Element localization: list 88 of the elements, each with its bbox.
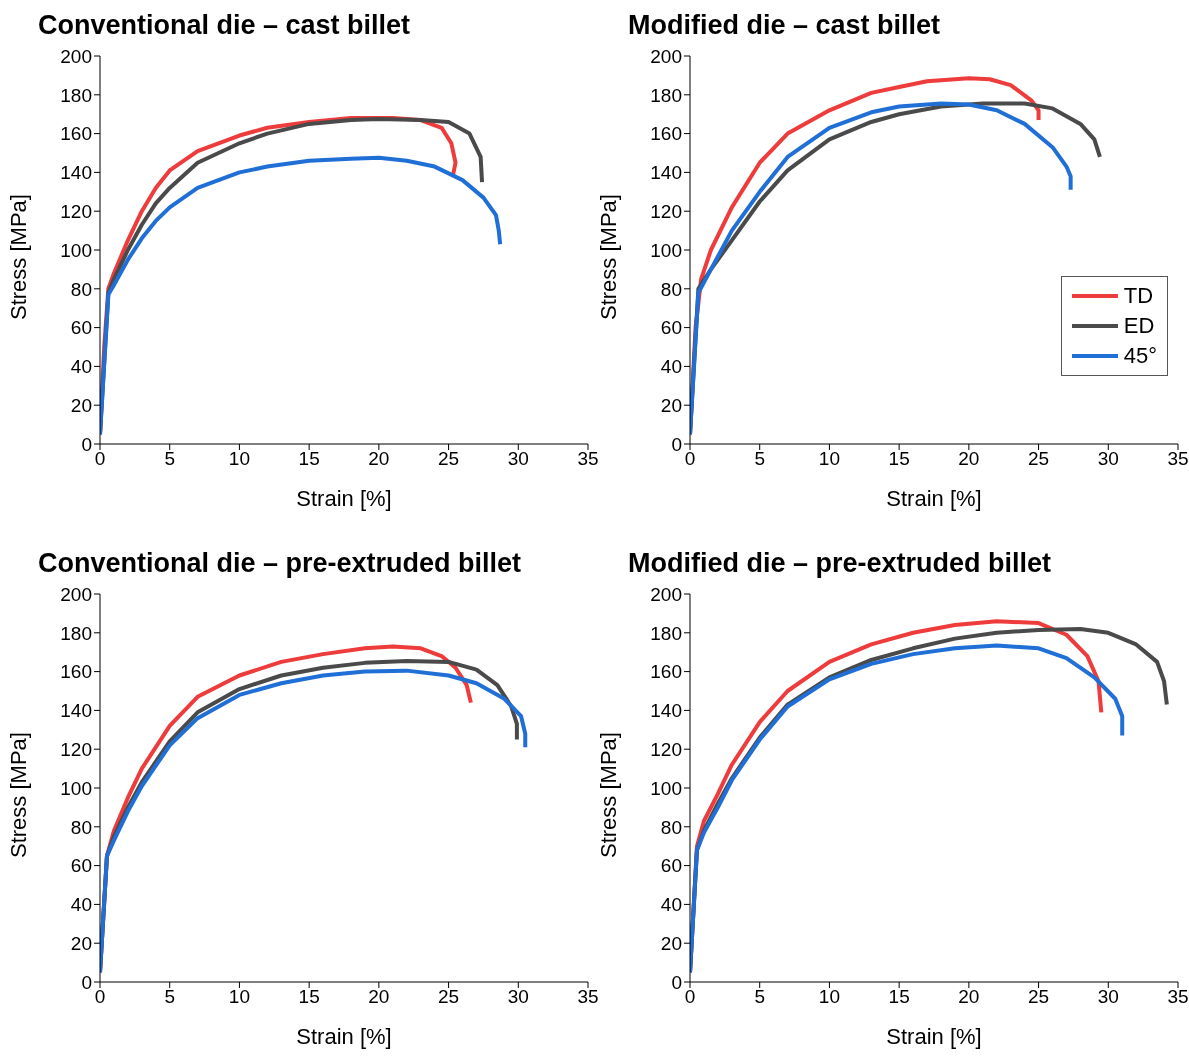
x-tick-label: 20: [368, 986, 390, 1008]
x-tick-label: 15: [888, 448, 910, 470]
y-tick-label: 40: [660, 894, 682, 916]
x-tick-label: 20: [368, 448, 390, 470]
x-tick-label: 15: [298, 986, 320, 1008]
x-tick-label: 25: [1028, 448, 1050, 470]
y-tick-label: 180: [60, 622, 92, 644]
y-tick-label: 120: [650, 738, 682, 760]
x-tick-label: 35: [1167, 986, 1189, 1008]
y-tick-label: 40: [70, 356, 92, 378]
x-tick-label: 25: [438, 448, 460, 470]
x-axis-title: Strain [%]: [296, 1024, 392, 1049]
x-tick-label: 35: [577, 448, 599, 470]
y-tick-label: 100: [60, 777, 92, 799]
y-axis-title: Stress [MPa]: [5, 732, 31, 858]
y-tick-label: 120: [650, 200, 682, 222]
y-tick-label: 160: [60, 123, 92, 145]
x-tick-label: 10: [228, 448, 250, 470]
x-tick-label: 25: [438, 986, 460, 1008]
x-tick-label: 30: [1097, 448, 1119, 470]
y-tick-label: 160: [650, 123, 682, 145]
x-axis-title: Strain [%]: [296, 486, 392, 511]
y-tick-label: 80: [70, 816, 92, 838]
chart-title: Conventional die – cast billet: [38, 10, 411, 41]
x-tick-label: 15: [888, 986, 910, 1008]
line-series: [100, 155, 503, 437]
x-tick-label: 5: [754, 986, 765, 1008]
y-tick-label: 140: [650, 162, 682, 184]
y-tick-label: 200: [650, 583, 682, 605]
y-axis-title: Stress [MPa]: [595, 732, 621, 858]
y-tick-label: 60: [70, 855, 92, 877]
x-axis-title: Strain [%]: [886, 486, 982, 511]
chart-title: Modified die – pre-extruded billet: [628, 548, 1052, 579]
y-tick-label: 100: [650, 239, 682, 261]
y-tick-label: 140: [60, 700, 92, 722]
y-tick-label: 160: [650, 661, 682, 683]
x-tick-label: 10: [228, 986, 250, 1008]
y-tick-label: 60: [70, 317, 92, 339]
y-tick-label: 120: [60, 738, 92, 760]
y-tick-label: 200: [60, 45, 92, 67]
y-tick-label: 160: [60, 661, 92, 683]
y-tick-label: 40: [70, 894, 92, 916]
legend-label: TD: [1123, 282, 1154, 310]
y-tick-label: 60: [660, 317, 682, 339]
x-tick-label: 20: [958, 448, 980, 470]
y-tick-label: 20: [660, 932, 682, 954]
y-tick-label: 80: [660, 816, 682, 838]
x-tick-label: 10: [818, 986, 840, 1008]
x-tick-label: 5: [164, 448, 175, 470]
x-tick-label: 10: [818, 448, 840, 470]
chart-title: Modified die – cast billet: [628, 10, 941, 41]
y-tick-label: 180: [60, 84, 92, 106]
x-tick-label: 15: [298, 448, 320, 470]
y-axis-title: Stress [MPa]: [595, 194, 621, 320]
y-tick-label: 80: [660, 278, 682, 300]
y-tick-label: 140: [650, 700, 682, 722]
chart-title: Conventional die – pre-extruded billet: [38, 548, 522, 579]
x-tick-label: 25: [1028, 986, 1050, 1008]
x-tick-label: 30: [507, 986, 529, 1008]
x-tick-label: 20: [958, 986, 980, 1008]
y-tick-label: 180: [650, 622, 682, 644]
legend-label: 45°: [1123, 342, 1157, 370]
x-axis-title: Strain [%]: [886, 1024, 982, 1049]
y-tick-label: 0: [81, 971, 92, 993]
y-tick-label: 20: [70, 394, 92, 416]
x-tick-label: 5: [164, 986, 175, 1008]
y-tick-label: 40: [660, 356, 682, 378]
y-tick-label: 80: [70, 278, 92, 300]
y-axis-title: Stress [MPa]: [5, 194, 31, 320]
y-tick-label: 140: [60, 162, 92, 184]
y-tick-label: 120: [60, 200, 92, 222]
x-tick-label: 30: [1097, 986, 1119, 1008]
y-tick-label: 200: [60, 583, 92, 605]
x-tick-label: 5: [754, 448, 765, 470]
y-tick-label: 0: [671, 433, 682, 455]
y-tick-label: 0: [671, 971, 682, 993]
y-tick-label: 0: [81, 433, 92, 455]
y-tick-label: 60: [660, 855, 682, 877]
y-tick-label: 180: [650, 84, 682, 106]
y-tick-label: 100: [60, 239, 92, 261]
y-tick-label: 200: [650, 45, 682, 67]
y-tick-label: 100: [650, 777, 682, 799]
x-tick-label: 30: [507, 448, 529, 470]
y-tick-label: 20: [70, 932, 92, 954]
legend-label: ED: [1123, 312, 1155, 340]
y-tick-label: 20: [660, 394, 682, 416]
x-tick-label: 35: [1167, 448, 1189, 470]
x-tick-label: 35: [577, 986, 599, 1008]
